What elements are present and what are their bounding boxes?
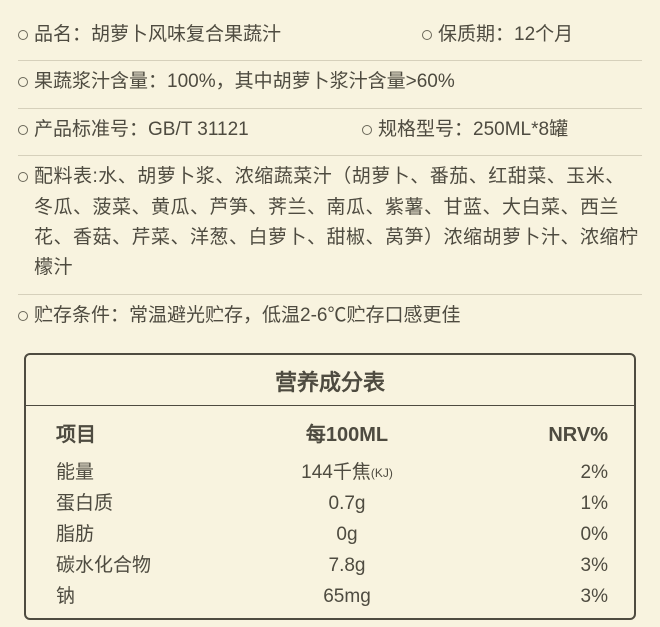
juice-label: 果蔬浆汁含量： <box>34 71 167 92</box>
name-value: 胡萝卜风味复合果蔬汁 <box>91 24 281 45</box>
bullet-icon <box>18 172 28 182</box>
bullet-icon <box>18 30 28 40</box>
nutrition-item: 蛋白质 <box>56 488 206 515</box>
spec-value: 250ML*8罐 <box>473 119 568 140</box>
row-ingredients: 配料表:水、胡萝卜浆、浓缩蔬菜汁（胡萝卜、番茄、红甜菜、玉米、冬瓜、菠菜、黄瓜、… <box>18 156 642 295</box>
head-item: 项目 <box>56 418 206 447</box>
nutrition-table: 项目 每100ML NRV% 能量144千焦(KJ)2%蛋白质0.7g1%脂肪0… <box>26 406 634 610</box>
nutrition-per: 0g <box>206 524 488 546</box>
nutrition-row: 钠65mg3% <box>56 579 608 610</box>
juice-value: 100%，其中胡萝卜浆汁含量>60% <box>167 71 455 92</box>
storage-label: 贮存条件： <box>34 305 129 326</box>
nutrition-row: 能量144千焦(KJ)2% <box>56 455 608 486</box>
nutrition-per: 7.8g <box>206 555 488 577</box>
shelf-value: 12个月 <box>514 24 573 45</box>
nutrition-table-head: 项目 每100ML NRV% <box>56 412 608 455</box>
bullet-icon <box>18 125 28 135</box>
name-label: 品名： <box>34 24 91 45</box>
nutrition-nrv: 3% <box>488 586 608 608</box>
nutrition-nrv: 2% <box>488 462 608 484</box>
nutrition-item: 碳水化合物 <box>56 550 206 577</box>
field-juice: 果蔬浆汁含量：100%，其中胡萝卜浆汁含量>60% <box>18 67 642 97</box>
row-juice: 果蔬浆汁含量：100%，其中胡萝卜浆汁含量>60% <box>18 61 642 108</box>
nutrition-row: 脂肪0g0% <box>56 517 608 548</box>
nutrition-row: 碳水化合物7.8g3% <box>56 548 608 579</box>
nutrition-title: 营养成分表 <box>26 355 634 406</box>
nutrition-facts-panel: 营养成分表 项目 每100ML NRV% 能量144千焦(KJ)2%蛋白质0.7… <box>24 353 636 620</box>
field-name: 品名：胡萝卜风味复合果蔬汁 <box>18 20 422 50</box>
nutrition-per-sub: (KJ) <box>371 466 393 480</box>
nutrition-item: 能量 <box>56 457 206 484</box>
row-storage: 贮存条件：常温避光贮存，低温2-6℃贮存口感更佳 <box>18 295 642 341</box>
row-name-shelf: 品名：胡萝卜风味复合果蔬汁 保质期：12个月 <box>18 14 642 61</box>
std-value: GB/T 31121 <box>148 119 249 140</box>
field-shelf: 保质期：12个月 <box>422 20 642 50</box>
product-meta: 品名：胡萝卜风味复合果蔬汁 保质期：12个月 果蔬浆汁含量：100%，其中胡萝卜… <box>18 14 642 341</box>
bullet-icon <box>18 311 28 321</box>
row-std-spec: 产品标准号：GB/T 31121 规格型号：250ML*8罐 <box>18 109 642 156</box>
nutrition-row: 蛋白质0.7g1% <box>56 486 608 517</box>
bullet-icon <box>362 125 372 135</box>
nutrition-per: 144千焦(KJ) <box>206 457 488 484</box>
head-nrv: NRV% <box>488 424 608 447</box>
nutrition-per: 65mg <box>206 586 488 608</box>
nutrition-per: 0.7g <box>206 493 488 515</box>
field-spec: 规格型号：250ML*8罐 <box>362 115 642 145</box>
nutrition-item: 脂肪 <box>56 519 206 546</box>
ingredients-value: 水、胡萝卜浆、浓缩蔬菜汁（胡萝卜、番茄、红甜菜、玉米、冬瓜、菠菜、黄瓜、芦笋、荠… <box>34 166 639 278</box>
nutrition-nrv: 3% <box>488 555 608 577</box>
storage-value: 常温避光贮存，低温2-6℃贮存口感更佳 <box>129 305 460 326</box>
field-ingredients: 配料表:水、胡萝卜浆、浓缩蔬菜汁（胡萝卜、番茄、红甜菜、玉米、冬瓜、菠菜、黄瓜、… <box>18 162 642 284</box>
ingredients-label: 配料表: <box>34 166 98 187</box>
field-storage: 贮存条件：常温避光贮存，低温2-6℃贮存口感更佳 <box>18 301 642 331</box>
std-label: 产品标准号： <box>34 119 148 140</box>
nutrition-nrv: 0% <box>488 524 608 546</box>
bullet-icon <box>422 30 432 40</box>
shelf-label: 保质期： <box>438 24 514 45</box>
nutrition-item: 钠 <box>56 581 206 608</box>
nutrition-nrv: 1% <box>488 493 608 515</box>
field-std: 产品标准号：GB/T 31121 <box>18 115 362 145</box>
head-per: 每100ML <box>206 418 488 447</box>
bullet-icon <box>18 77 28 87</box>
spec-label: 规格型号： <box>378 119 473 140</box>
